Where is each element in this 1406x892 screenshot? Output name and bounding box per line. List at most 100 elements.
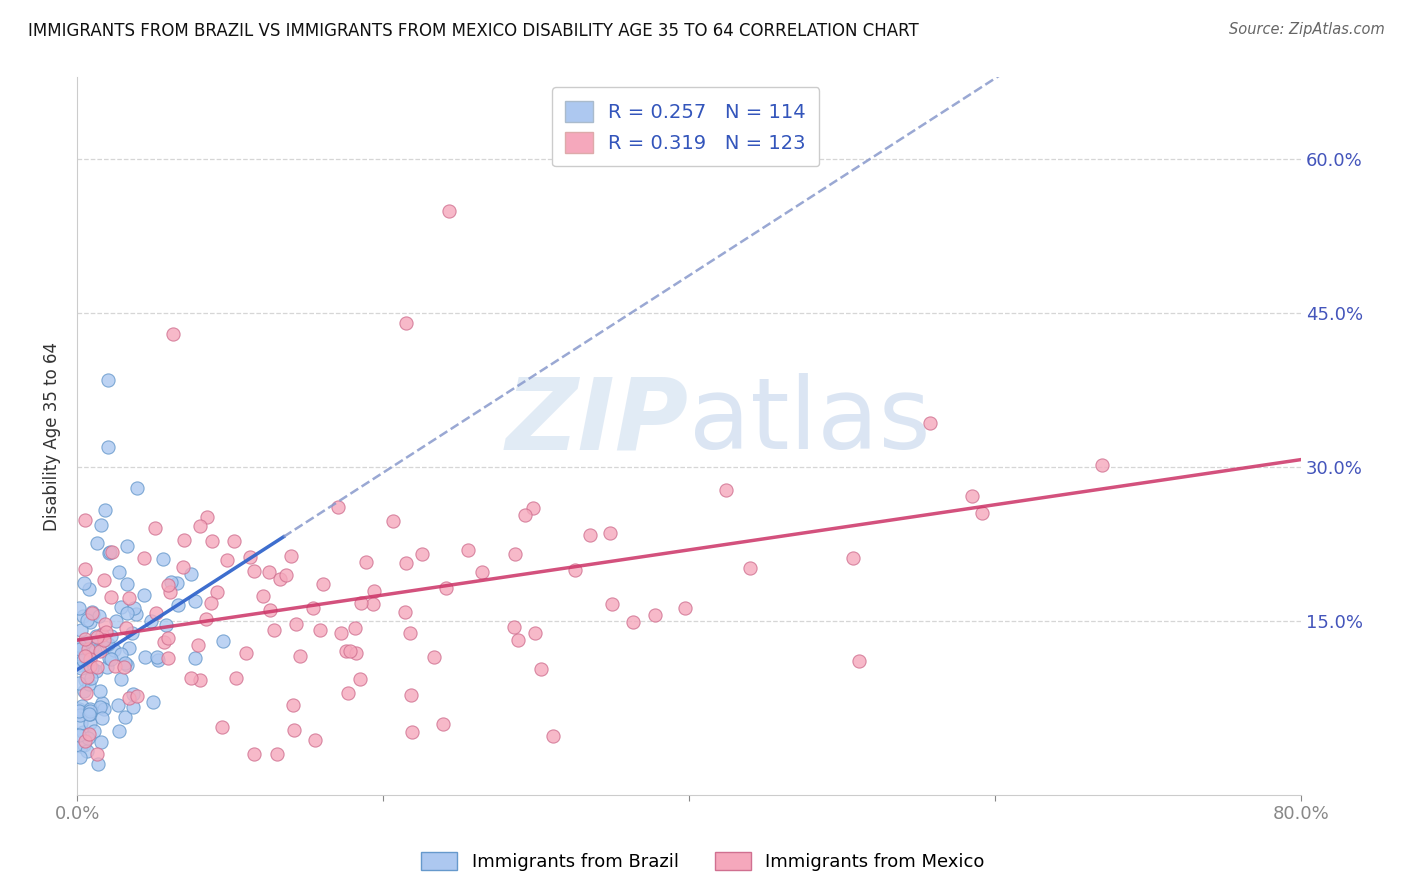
Point: [79, 706, 101, 721]
Point: [107, 698, 129, 712]
Point: [513, 508, 536, 523]
Point: [211, 720, 233, 734]
Point: [145, 607, 167, 621]
Point: [673, 601, 696, 615]
Point: [79, 702, 101, 716]
Point: [159, 585, 181, 599]
Point: [200, 596, 222, 610]
Point: [76, 670, 98, 684]
Point: [79, 704, 101, 718]
Point: [67, 638, 90, 652]
Point: [93, 632, 115, 647]
Point: [73, 650, 96, 665]
Point: [382, 514, 405, 528]
Point: [132, 550, 155, 565]
Point: [121, 700, 143, 714]
Point: [139, 614, 162, 628]
Point: [180, 567, 202, 582]
Point: [304, 733, 326, 747]
Point: [121, 625, 143, 640]
Point: [349, 673, 371, 687]
Point: [94, 503, 117, 517]
Point: [564, 564, 586, 578]
Point: [842, 551, 865, 566]
Point: [195, 509, 218, 524]
Point: [184, 594, 207, 608]
Point: [73, 632, 96, 646]
Point: [848, 654, 870, 668]
Point: [72, 657, 94, 671]
Point: [972, 507, 994, 521]
Point: [107, 724, 129, 739]
Point: [90, 626, 112, 640]
Point: [205, 585, 228, 599]
Point: [157, 651, 180, 665]
Point: [79, 716, 101, 731]
Point: [115, 620, 138, 634]
Legend: R = 0.257   N = 114, R = 0.319   N = 123: R = 0.257 N = 114, R = 0.319 N = 123: [553, 87, 820, 167]
Point: [110, 648, 132, 662]
Point: [266, 747, 288, 761]
Point: [97, 637, 120, 651]
Point: [93, 573, 115, 587]
Point: [72, 653, 94, 667]
Point: [93, 701, 115, 715]
Point: [121, 687, 143, 701]
Point: [302, 601, 325, 615]
Point: [235, 646, 257, 660]
Point: [155, 618, 177, 632]
Point: [335, 644, 357, 658]
Point: [222, 534, 245, 549]
Point: [716, 483, 738, 497]
Point: [274, 567, 297, 582]
Point: [115, 607, 138, 621]
Point: [80, 605, 103, 619]
Point: [503, 547, 526, 561]
Point: [422, 650, 444, 665]
Point: [77, 637, 100, 651]
Point: [77, 645, 100, 659]
Point: [73, 657, 96, 672]
Point: [157, 578, 180, 592]
Point: [110, 672, 132, 686]
Point: [67, 701, 90, 715]
Point: [87, 608, 110, 623]
Point: [283, 723, 305, 737]
Point: [79, 615, 101, 630]
Point: [76, 613, 98, 627]
Point: [69, 750, 91, 764]
Point: [115, 539, 138, 553]
Point: [127, 690, 149, 704]
Point: [308, 623, 330, 637]
Point: [118, 640, 141, 655]
Point: [336, 686, 359, 700]
Point: [361, 597, 384, 611]
Point: [432, 716, 454, 731]
Point: [86, 660, 108, 674]
Point: [118, 691, 141, 706]
Point: [506, 633, 529, 648]
Point: [67, 649, 90, 664]
Point: [354, 555, 377, 569]
Point: [350, 596, 373, 610]
Point: [97, 651, 120, 665]
Point: [75, 650, 97, 665]
Point: [522, 500, 544, 515]
Point: [82, 661, 104, 675]
Point: [215, 552, 238, 566]
Point: [1091, 458, 1114, 472]
Point: [69, 739, 91, 753]
Point: [920, 417, 942, 431]
Y-axis label: Disability Age 35 to 64: Disability Age 35 to 64: [44, 342, 60, 531]
Point: [100, 652, 122, 666]
Point: [740, 561, 762, 575]
Point: [145, 520, 167, 534]
Point: [543, 729, 565, 743]
Point: [188, 519, 211, 533]
Point: [399, 625, 422, 640]
Point: [72, 725, 94, 739]
Point: [90, 627, 112, 641]
Point: [67, 704, 90, 718]
Point: [115, 577, 138, 591]
Point: [259, 602, 281, 616]
